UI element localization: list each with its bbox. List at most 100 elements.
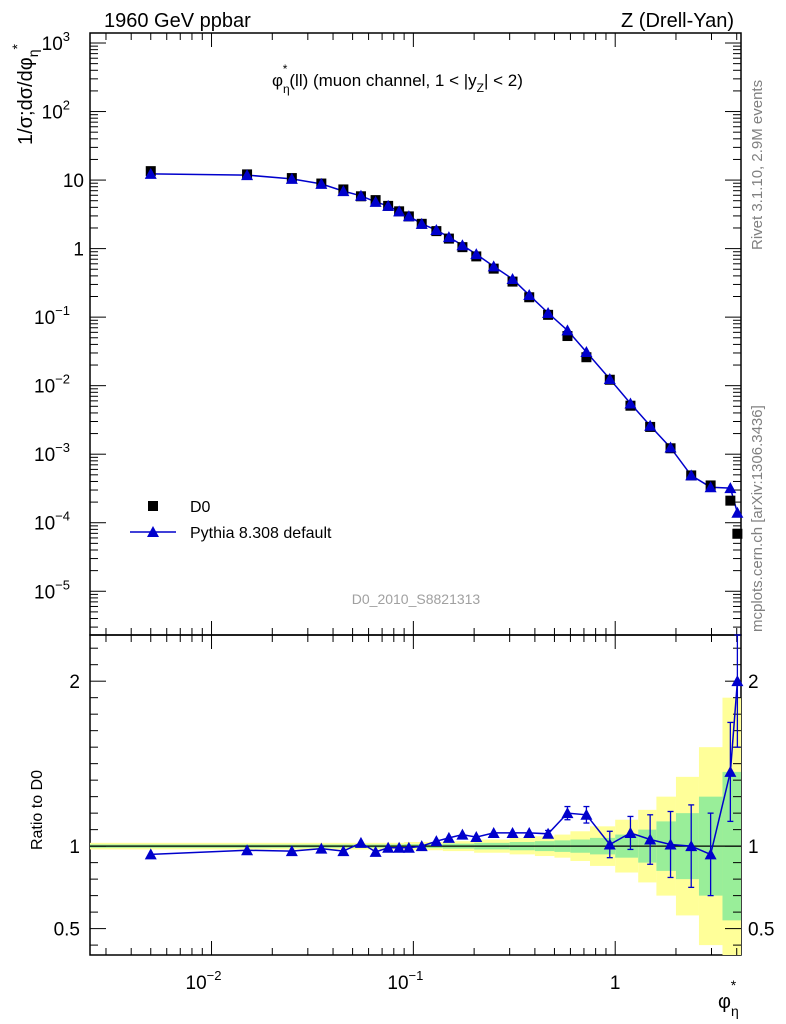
ratio-point	[580, 808, 593, 820]
ratio-series-layer	[144, 634, 744, 897]
ratio-point	[724, 765, 737, 777]
ratio-point	[442, 831, 455, 843]
pythia-point	[664, 441, 677, 453]
pythia-point	[354, 189, 367, 201]
ratio-point	[354, 836, 367, 848]
ratio-y-axis-label: Ratio to D0	[29, 770, 46, 850]
ratio-y-tick-label-left: 2	[69, 672, 80, 693]
ratio-y-tick-label-left: 0.5	[54, 920, 80, 941]
ratio-point	[369, 845, 382, 857]
ratio-point	[523, 826, 536, 838]
ratio-point	[470, 831, 483, 843]
pythia-point	[685, 469, 698, 481]
x-tick-label: 10−2	[186, 968, 222, 994]
ratio-point	[337, 845, 350, 857]
legend-label-d0: D0	[190, 499, 211, 516]
pythia-point	[337, 185, 350, 197]
ratio-point	[487, 826, 500, 838]
pythia-point	[644, 419, 657, 431]
pythia-point	[523, 289, 536, 301]
y-tick-label: 10−4	[34, 509, 70, 535]
ratio-point	[664, 838, 677, 850]
y-tick-label: 10−2	[34, 372, 70, 398]
pythia-point	[415, 217, 428, 229]
pythia-point	[393, 205, 406, 217]
header-left: 1960 GeV ppbar	[104, 10, 251, 32]
legend-marker-pythia	[147, 526, 159, 537]
svg-text:φη*: φη*	[718, 977, 739, 1019]
ratio-point	[382, 841, 395, 853]
ratio-point	[415, 840, 428, 852]
pythia-point	[603, 373, 616, 385]
legend-marker-d0	[148, 501, 158, 511]
d0-point	[581, 352, 592, 363]
y-tick-label: 10	[63, 171, 84, 192]
ratio-point	[542, 827, 555, 839]
pythia-point	[487, 260, 500, 272]
ratio-point	[456, 828, 469, 840]
pythia-point	[506, 273, 519, 285]
ratio-point	[561, 807, 574, 819]
ratio-uncertainty-bands	[90, 697, 741, 955]
y-tick-label: 10−5	[34, 577, 70, 603]
ratio-point	[241, 844, 254, 856]
ratio-point	[624, 826, 637, 838]
x-axis-label: φη*	[718, 977, 739, 1019]
analysis-watermark: D0_2010_S8821313	[352, 591, 481, 607]
ratio-y-tick-label-left: 1	[69, 837, 80, 858]
ratio-point	[393, 841, 406, 853]
pythia-point	[704, 481, 717, 493]
pythia-point	[456, 239, 469, 251]
ratio-point	[603, 838, 616, 850]
pythia-point	[369, 195, 382, 207]
rivet-version-label: Rivet 3.1.10, 2.9M events	[749, 80, 766, 250]
pythia-point	[731, 506, 744, 518]
chart-title: φη*(ll) (muon channel, 1 < |yZ| < 2)	[272, 62, 523, 96]
ratio-y-tick-label-right: 1	[748, 837, 759, 858]
pythia-series-line	[150, 173, 739, 513]
ratio-point	[704, 848, 717, 860]
mcplots-label: mcplots.cern.ch [arXiv:1306.3436]	[749, 405, 766, 632]
pythia-point	[561, 324, 574, 336]
ratio-point	[144, 848, 157, 860]
legend: D0 Pythia 8.308 default	[130, 499, 332, 542]
pythia-point	[430, 223, 443, 235]
ratio-point	[731, 675, 744, 687]
d0-point	[725, 495, 736, 506]
pythia-point	[442, 231, 455, 243]
pythia-point	[402, 210, 415, 222]
svg-text:φη*(ll) (muon channel, 1 < |yZ: φη*(ll) (muon channel, 1 < |yZ| < 2)	[272, 62, 523, 96]
pythia-point	[470, 248, 483, 260]
ratio-point	[315, 842, 328, 854]
svg-text:1/σ;dσ/dφη*: 1/σ;dσ/dφη*	[9, 44, 41, 146]
ratio-point	[685, 840, 698, 852]
x-tick-label: 10−1	[387, 968, 423, 994]
y-tick-label: 10−3	[34, 440, 70, 466]
d0-point	[562, 331, 573, 342]
pythia-point	[542, 306, 555, 318]
y-tick-label: 10−1	[34, 303, 70, 329]
y-tick-label: 1	[73, 240, 84, 261]
y-tick-label: 103	[42, 29, 70, 55]
pythia-point	[144, 167, 157, 179]
x-tick-label: 1	[610, 973, 621, 994]
pythia-point	[285, 172, 298, 184]
main-plot-frame	[89, 32, 742, 636]
y-tick-label: 102	[42, 98, 70, 124]
ratio-point	[402, 841, 415, 853]
main-series-layer	[144, 166, 744, 539]
legend-label-pythia: Pythia 8.308 default	[190, 525, 332, 542]
pythia-point	[315, 177, 328, 189]
header-right: Z (Drell-Yan)	[621, 10, 734, 32]
ratio-plot-frame	[89, 634, 742, 956]
ratio-point	[644, 833, 657, 845]
ratio-point	[430, 835, 443, 847]
ratio-y-tick-label-right: 2	[748, 672, 759, 693]
pythia-point	[724, 482, 737, 494]
ratio-axis-ticks: 10−2 10−1 1 0.5 0.5 1 1 2 2	[54, 635, 774, 994]
pythia-point	[580, 345, 593, 357]
pythia-point	[624, 397, 637, 409]
ratio-point	[285, 845, 298, 857]
